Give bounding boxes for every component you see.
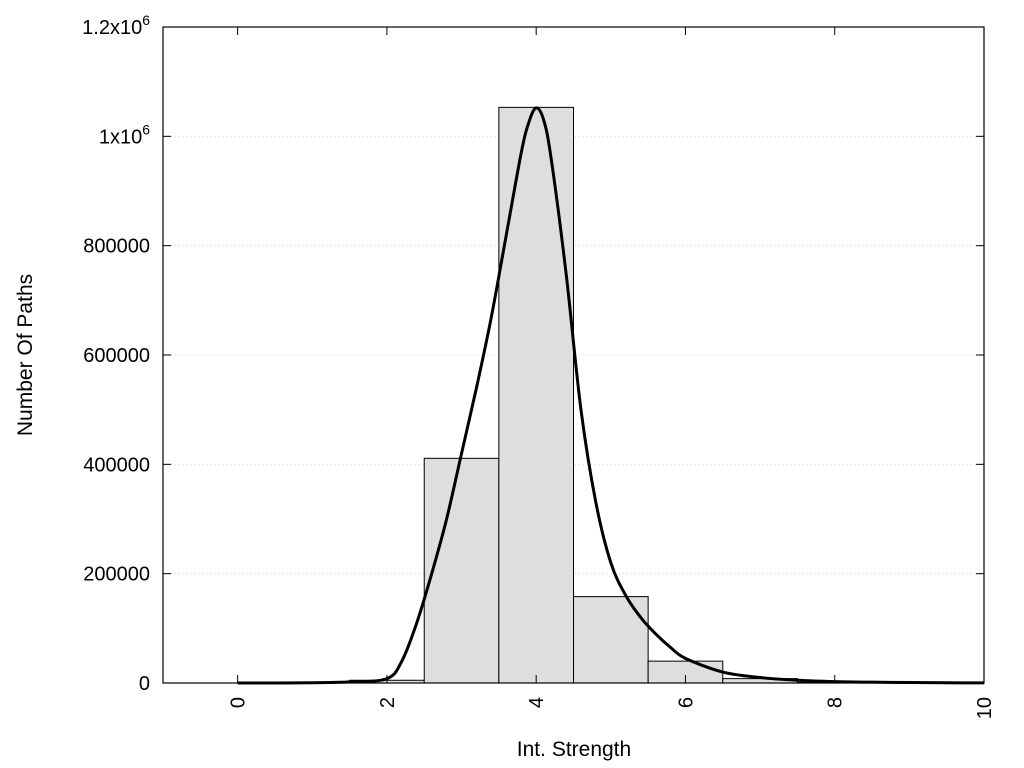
x-tick-label: 2 (377, 697, 399, 708)
y-tick-label: 600000 (83, 345, 150, 367)
y-tick-exponent: 6 (142, 121, 150, 137)
x-axis-ticks: 0 2 4 6 8 10 (228, 27, 996, 719)
x-tick-label: 10 (974, 697, 996, 719)
x-axis-title: Int. Strength (517, 738, 631, 761)
y-axis-title: Number Of Paths (14, 274, 37, 436)
fit-curve (237, 106, 985, 685)
y-axis-ticks: 0 200000 400000 600000 800000 1x106 1.2x106 (82, 12, 984, 695)
x-tick-label: 8 (825, 697, 847, 708)
y-tick-label: 400000 (83, 454, 150, 476)
histogram-bars (274, 106, 873, 684)
y-tick-label: 1.2x106 (82, 12, 150, 39)
x-tick-label: 0 (228, 697, 250, 708)
fit-curve-layer (237, 106, 985, 685)
histogram-bar-4 (498, 106, 575, 684)
histogram-bar-5 (573, 596, 649, 684)
y-tick-exponent: 6 (142, 12, 150, 28)
y-tick-label: 1x106 (99, 121, 150, 148)
grid-lines (163, 135, 984, 575)
x-tick-label: 4 (526, 697, 548, 708)
x-tick-label: 6 (675, 697, 697, 708)
y-tick-label: 0 (139, 673, 150, 695)
histogram-bar-3 (423, 457, 500, 684)
y-tick-label: 800000 (83, 236, 150, 258)
y-tick-label: 200000 (83, 564, 150, 586)
